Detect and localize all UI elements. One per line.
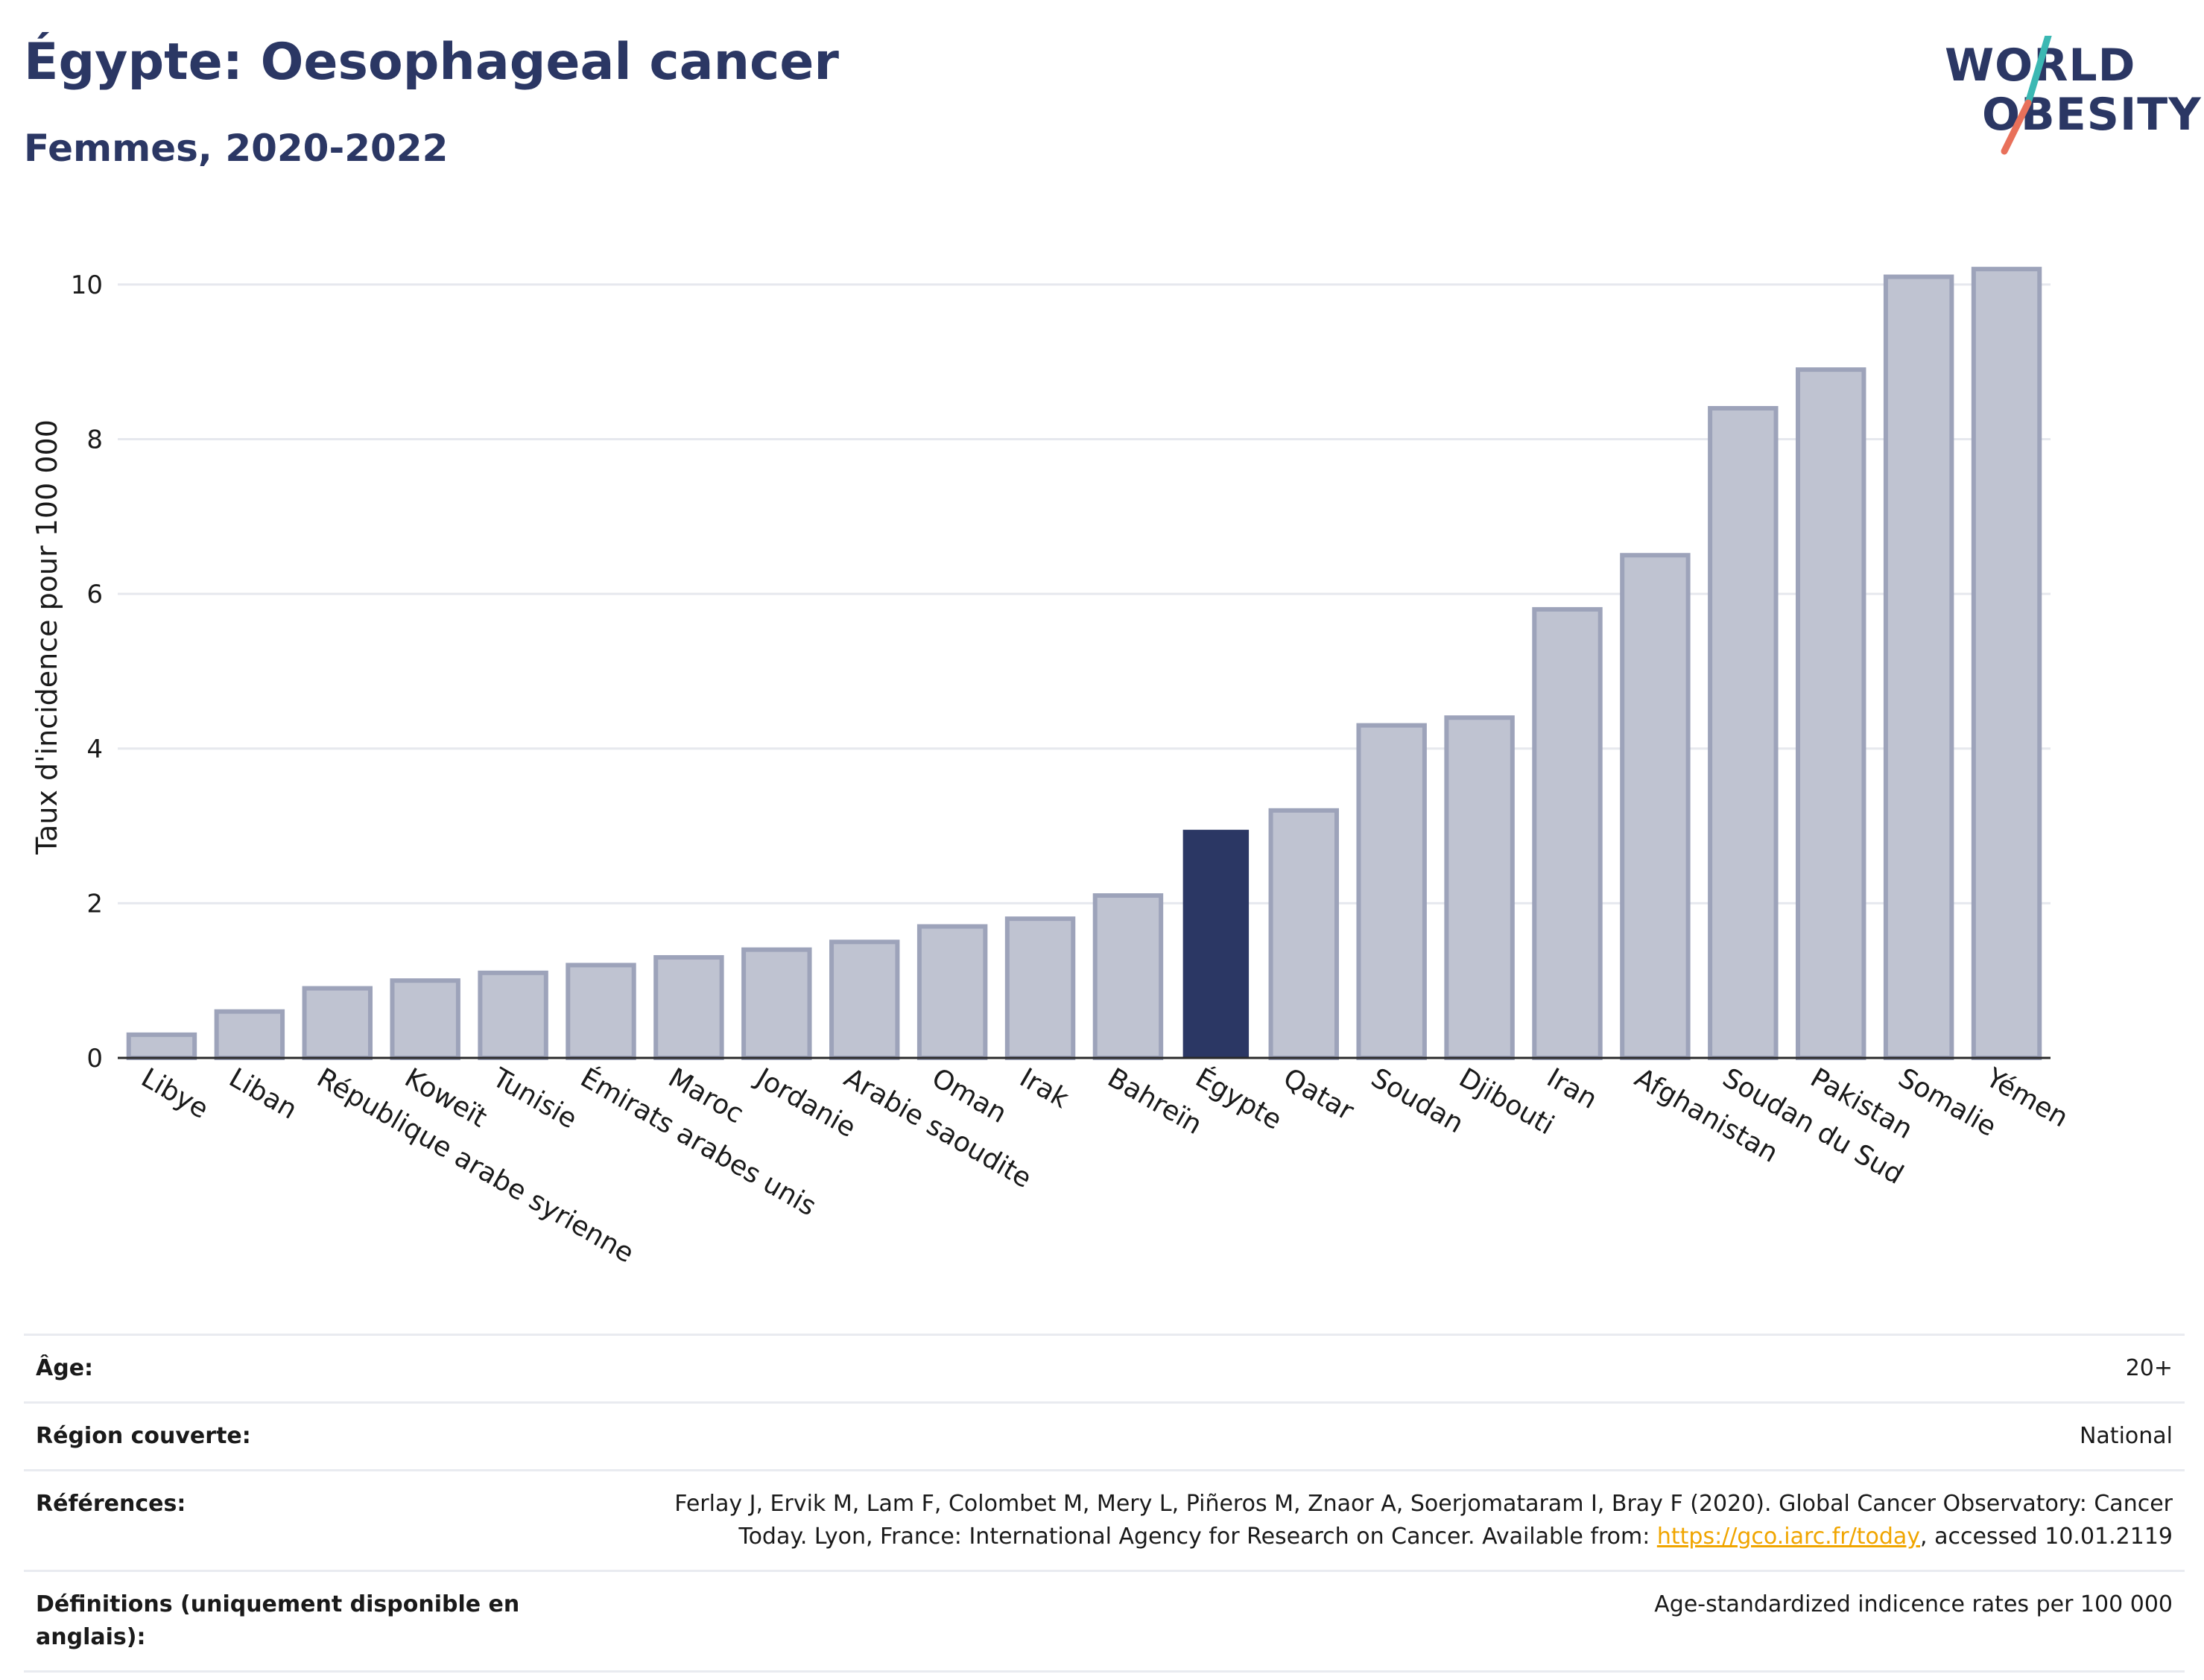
bar-7 [741, 947, 812, 1060]
bar-9 [916, 924, 988, 1060]
bar-1 [214, 1009, 285, 1060]
reference-text-line2: Today. Lyon, France: International Agenc… [738, 1524, 1657, 1550]
x-tick-label: Jordanie [750, 1062, 861, 1144]
y-tick-label: 4 [86, 735, 103, 764]
meta-row-definitions: Définitions (uniquement disponible en an… [24, 1570, 2185, 1673]
x-tick-label: Égypte [1190, 1062, 1287, 1135]
logo-slash-icon [2001, 36, 2052, 155]
bar-15 [1444, 715, 1515, 1060]
meta-row-references: Références: Ferlay J, Ervik M, Lam F, Co… [24, 1469, 2185, 1572]
bar-18 [1708, 406, 1779, 1060]
x-tick-label: Tunisie [487, 1062, 582, 1135]
meta-row-region: Région couverte: National [24, 1401, 2185, 1471]
bar-chart: 0 2 4 6 8 10 Libye Liban République arabe syrie… [31, 267, 2073, 1269]
bar-6 [653, 955, 724, 1060]
x-tick-label: Qatar [1278, 1062, 1358, 1126]
bar-8 [829, 939, 900, 1061]
bar-4 [478, 970, 548, 1061]
reference-text-line1: Ferlay J, Ervik M, Lam F, Colombet M, Me… [674, 1491, 2173, 1517]
x-tick-label: Liban [224, 1062, 302, 1125]
meta-key: Références: [24, 1469, 554, 1572]
x-tick-label: Iran [1542, 1062, 1602, 1115]
bar-13 [1268, 808, 1339, 1061]
meta-value: National [554, 1401, 2185, 1471]
y-tick-label: 10 [71, 270, 103, 300]
bars [126, 267, 2042, 1061]
metadata-table: Âge: 20+ Région couverte: National Référ… [24, 1334, 2185, 1673]
bar-21 [1971, 267, 2042, 1061]
bar-19 [1796, 367, 1866, 1061]
bar-17 [1620, 553, 1691, 1060]
bar-16 [1532, 606, 1603, 1060]
bar-10 [1004, 916, 1076, 1060]
bar-0 [126, 1032, 197, 1061]
meta-key: Définitions (uniquement disponible en an… [24, 1570, 554, 1673]
y-tick-label: 0 [86, 1044, 103, 1074]
bar-20 [1883, 274, 1954, 1060]
x-tick-label: Irak [1015, 1062, 1074, 1115]
bar-3 [390, 978, 460, 1060]
x-tick-label: Libye [136, 1062, 213, 1125]
meta-value: 20+ [554, 1334, 2185, 1404]
world-obesity-logo: WORLD OBESITY [1945, 36, 2201, 162]
x-tick-label: Soudan [1366, 1062, 1469, 1139]
meta-value: Age-standardized indicence rates per 100… [554, 1570, 2185, 1673]
y-tick-label: 8 [86, 425, 103, 455]
bar-12 [1182, 829, 1250, 1058]
x-tick-label: Djibouti [1454, 1062, 1559, 1141]
x-axis-ticks: Libye Liban République arabe syrienneKoweï… [136, 1062, 2073, 1269]
y-axis-ticks: 0 2 4 6 8 10 [71, 270, 103, 1074]
bar-5 [566, 963, 636, 1061]
x-tick-label: Bahreïn [1102, 1062, 1206, 1141]
meta-key: Âge: [24, 1334, 554, 1404]
reference-link[interactable]: https://gco.iarc.fr/today [1656, 1524, 1921, 1550]
meta-row-age: Âge: 20+ [24, 1334, 2185, 1404]
y-tick-label: 6 [86, 580, 103, 609]
y-tick-label: 2 [86, 889, 103, 919]
page-subtitle: Femmes, 2020-2022 [24, 127, 449, 170]
meta-value: Ferlay J, Ervik M, Lam F, Colombet M, Me… [554, 1469, 2185, 1572]
bar-2 [302, 986, 373, 1060]
meta-key: Région couverte: [24, 1401, 554, 1471]
bar-11 [1092, 893, 1164, 1060]
reference-text-accessed: , accessed 10.01.2119 [1920, 1524, 2173, 1550]
y-axis-label: Taux d'incidence pour 100 000 [31, 419, 63, 855]
page-title: Égypte: Oesophageal cancer [24, 33, 839, 92]
bar-14 [1356, 723, 1427, 1060]
